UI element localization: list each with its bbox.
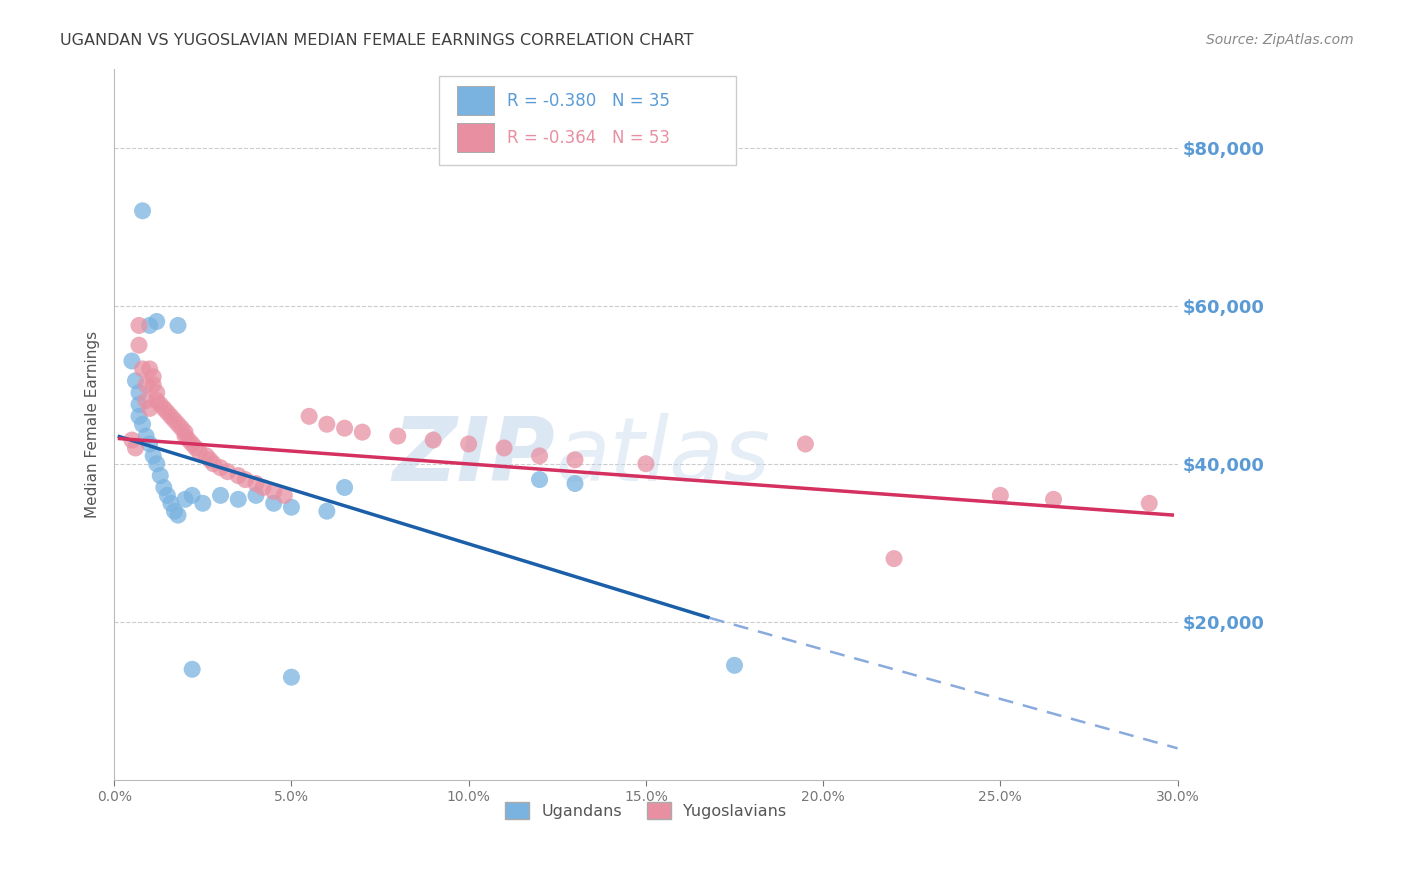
Point	[245, 476, 267, 491]
Point	[494, 441, 516, 455]
Point	[167, 318, 190, 333]
Point	[131, 417, 153, 432]
FancyBboxPatch shape	[457, 86, 494, 115]
Point	[1042, 492, 1064, 507]
Point	[131, 362, 153, 376]
Point	[333, 480, 356, 494]
Point	[145, 393, 167, 408]
Point	[226, 468, 249, 483]
Point	[298, 409, 321, 424]
Point	[163, 504, 186, 518]
Point	[181, 662, 204, 676]
Point	[883, 551, 905, 566]
Point	[128, 397, 150, 411]
Legend: Ugandans, Yugoslavians: Ugandans, Yugoslavians	[499, 796, 793, 825]
Point	[156, 488, 179, 502]
Point	[138, 362, 160, 376]
Text: UGANDAN VS YUGOSLAVIAN MEDIAN FEMALE EARNINGS CORRELATION CHART: UGANDAN VS YUGOSLAVIAN MEDIAN FEMALE EAR…	[60, 33, 695, 48]
FancyBboxPatch shape	[457, 122, 494, 153]
Point	[138, 401, 160, 416]
Point	[128, 318, 150, 333]
Point	[142, 369, 165, 384]
Point	[135, 393, 157, 408]
Point	[142, 377, 165, 392]
Point	[145, 385, 167, 400]
Point	[167, 417, 190, 432]
Point	[153, 480, 176, 494]
Point	[352, 425, 374, 439]
Point	[128, 338, 150, 352]
Point	[181, 437, 204, 451]
Point	[177, 433, 200, 447]
Text: R = -0.380   N = 35: R = -0.380 N = 35	[506, 92, 669, 110]
Text: Source: ZipAtlas.com: Source: ZipAtlas.com	[1206, 33, 1354, 47]
Point	[794, 437, 817, 451]
Point	[121, 354, 143, 368]
Point	[135, 429, 157, 443]
Point	[170, 421, 193, 435]
Text: R = -0.364   N = 53: R = -0.364 N = 53	[506, 128, 669, 146]
Point	[217, 465, 239, 479]
Point	[156, 405, 179, 419]
Point	[233, 473, 256, 487]
Text: ZIP: ZIP	[392, 413, 555, 500]
Point	[529, 473, 551, 487]
FancyBboxPatch shape	[439, 76, 737, 164]
Point	[145, 457, 167, 471]
Point	[1137, 496, 1160, 510]
Point	[387, 429, 409, 443]
Point	[457, 437, 479, 451]
Point	[160, 409, 183, 424]
Point	[209, 488, 232, 502]
Point	[252, 480, 274, 494]
Point	[188, 445, 211, 459]
Point	[226, 492, 249, 507]
Point	[124, 441, 146, 455]
Point	[184, 441, 207, 455]
Point	[145, 314, 167, 328]
Point	[333, 421, 356, 435]
Point	[138, 318, 160, 333]
Point	[149, 468, 172, 483]
Point	[263, 484, 285, 499]
Point	[202, 457, 225, 471]
Point	[174, 492, 197, 507]
Point	[121, 433, 143, 447]
Point	[174, 429, 197, 443]
Text: atlas: atlas	[555, 413, 770, 500]
Point	[263, 496, 285, 510]
Point	[153, 401, 176, 416]
Point	[245, 488, 267, 502]
Point	[280, 670, 302, 684]
Point	[315, 504, 337, 518]
Point	[160, 496, 183, 510]
Point	[128, 409, 150, 424]
Point	[723, 658, 745, 673]
Point	[209, 460, 232, 475]
Y-axis label: Median Female Earnings: Median Female Earnings	[86, 331, 100, 517]
Point	[988, 488, 1011, 502]
Point	[181, 488, 204, 502]
Point	[167, 508, 190, 523]
Point	[191, 496, 214, 510]
Point	[131, 203, 153, 218]
Point	[195, 449, 218, 463]
Point	[280, 500, 302, 515]
Point	[529, 449, 551, 463]
Point	[128, 385, 150, 400]
Point	[422, 433, 444, 447]
Point	[174, 425, 197, 439]
Point	[124, 374, 146, 388]
Point	[273, 488, 295, 502]
Point	[142, 449, 165, 463]
Point	[315, 417, 337, 432]
Point	[163, 413, 186, 427]
Point	[149, 397, 172, 411]
Point	[138, 437, 160, 451]
Point	[198, 452, 221, 467]
Point	[634, 457, 657, 471]
Point	[135, 377, 157, 392]
Point	[564, 476, 586, 491]
Point	[564, 452, 586, 467]
